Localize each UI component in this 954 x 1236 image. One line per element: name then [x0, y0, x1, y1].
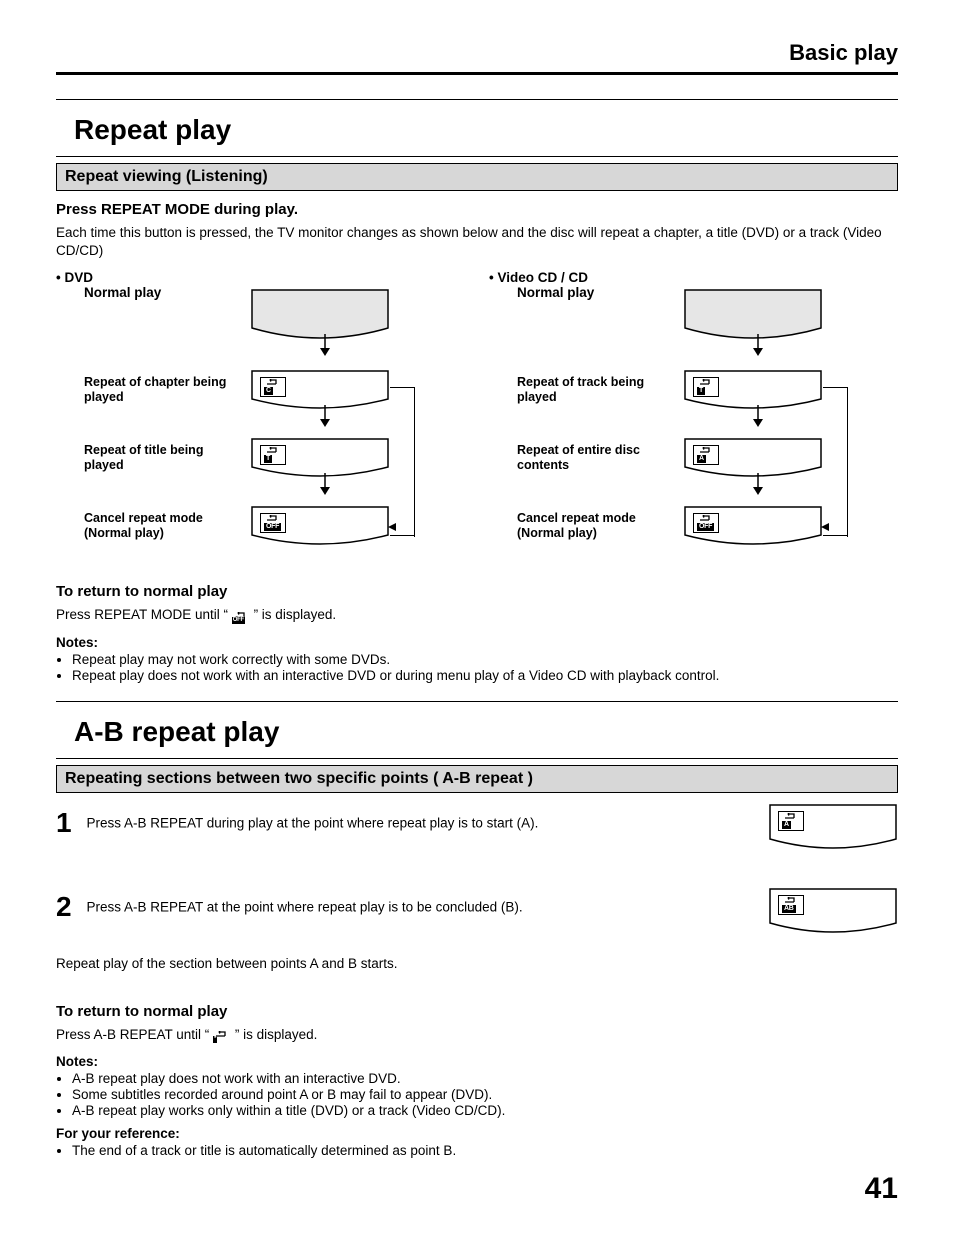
repeat-action-body: Each time this button is pressed, the TV… — [56, 224, 898, 260]
list-item: The end of a track or title is automatic… — [72, 1143, 898, 1158]
repeat-action-head: Press REPEAT MODE during play. — [56, 201, 898, 218]
screen-shape — [683, 288, 833, 343]
list-item: A-B repeat play works only within a titl… — [72, 1103, 898, 1118]
ab-notes-head: Notes: — [56, 1054, 898, 1069]
indicator-label: A — [782, 821, 791, 829]
repeat-return-head: To return to normal play — [56, 583, 898, 600]
repeat-indicator-icon: C — [260, 377, 286, 397]
repeat-indicator-icon: AB — [778, 895, 804, 915]
grey-band-repeat: Repeat viewing (Listening) — [56, 163, 898, 191]
rule — [56, 72, 898, 75]
dvd-row-label: Cancel repeat mode (Normal play) — [84, 511, 244, 542]
vcd-row-label: Repeat of track being played — [517, 375, 677, 406]
list-item: Some subtitles recorded around point A o… — [72, 1087, 898, 1102]
vcd-column: • Video CD / CD Normal play Repeat of tr… — [489, 270, 898, 547]
dvd-head: • DVD — [56, 270, 465, 285]
repeat-return-body: Press REPEAT MODE until “ OFF ” is displ… — [56, 606, 898, 624]
screen-shape: A — [768, 803, 898, 853]
ab-return-body: Press A-B REPEAT until “ * ” is displaye… — [56, 1026, 898, 1044]
repeat-indicator-icon: A — [693, 445, 719, 465]
ab-ref-list: The end of a track or title is automatic… — [56, 1143, 898, 1158]
section-title-ab: A-B repeat play — [74, 716, 898, 748]
ab-return-head: To return to normal play — [56, 1003, 898, 1020]
repeat-star-icon: * — [213, 1027, 231, 1043]
step-number: 1 — [56, 807, 82, 839]
rule — [56, 701, 898, 702]
header-section: Basic play — [56, 40, 898, 72]
rule — [56, 156, 898, 157]
indicator-label: A — [697, 455, 706, 463]
indicator-label: T — [697, 387, 705, 395]
list-item: A-B repeat play does not work with an in… — [72, 1071, 898, 1086]
repeat-notes-list: Repeat play may not work correctly with … — [56, 652, 898, 683]
dvd-row-label: Repeat of chapter being played — [84, 375, 244, 406]
indicator-label: C — [264, 387, 273, 395]
screen-shape: C — [250, 369, 400, 411]
step-1: 1 Press A-B REPEAT during play at the po… — [56, 807, 898, 865]
screen-shape: OFF — [250, 505, 400, 547]
screen-shape: AB — [768, 887, 898, 937]
section-title-repeat: Repeat play — [74, 114, 898, 146]
dvd-row-label: Repeat of title being played — [84, 443, 244, 474]
step-text: Press A-B REPEAT during play at the poin… — [86, 815, 538, 830]
list-item: Repeat play does not work with an intera… — [72, 668, 898, 683]
indicator-label: OFF — [264, 523, 281, 531]
repeat-indicator-icon: T — [693, 377, 719, 397]
repeat-indicator-icon: A — [778, 811, 804, 831]
screen-shape: T — [250, 437, 400, 479]
indicator-label: OFF — [697, 523, 714, 531]
step-2: 2 Press A-B REPEAT at the point where re… — [56, 891, 898, 949]
page-number: 41 — [56, 1172, 898, 1206]
grey-band-ab: Repeating sections between two specific … — [56, 765, 898, 793]
repeat-indicator-icon: OFF — [693, 513, 719, 533]
ab-after-step2: Repeat play of the section between point… — [56, 955, 898, 973]
screen-shape: T — [683, 369, 833, 411]
screen-shape: OFF — [683, 505, 833, 547]
step-number: 2 — [56, 891, 82, 923]
step-text: Press A-B REPEAT at the point where repe… — [86, 899, 522, 914]
repeat-off-icon: OFF — [232, 608, 250, 624]
indicator-label: T — [264, 455, 272, 463]
rule — [56, 99, 898, 100]
repeat-notes-head: Notes: — [56, 635, 898, 650]
repeat-indicator-icon: OFF — [260, 513, 286, 533]
rule — [56, 758, 898, 759]
vcd-row-label: Cancel repeat mode (Normal play) — [517, 511, 677, 542]
ab-notes-list: A-B repeat play does not work with an in… — [56, 1071, 898, 1118]
repeat-indicator-icon: T — [260, 445, 286, 465]
dvd-column: • DVD Normal play Repeat of chapter bein… — [56, 270, 465, 547]
ab-ref-head: For your reference: — [56, 1126, 898, 1141]
indicator-label: AB — [782, 905, 796, 913]
vcd-row-label: Repeat of entire disc contents — [517, 443, 677, 474]
vcd-head: • Video CD / CD — [489, 270, 898, 285]
list-item: Repeat play may not work correctly with … — [72, 652, 898, 667]
repeat-columns: • DVD Normal play Repeat of chapter bein… — [56, 270, 898, 547]
screen-shape: A — [683, 437, 833, 479]
screen-shape — [250, 288, 400, 343]
